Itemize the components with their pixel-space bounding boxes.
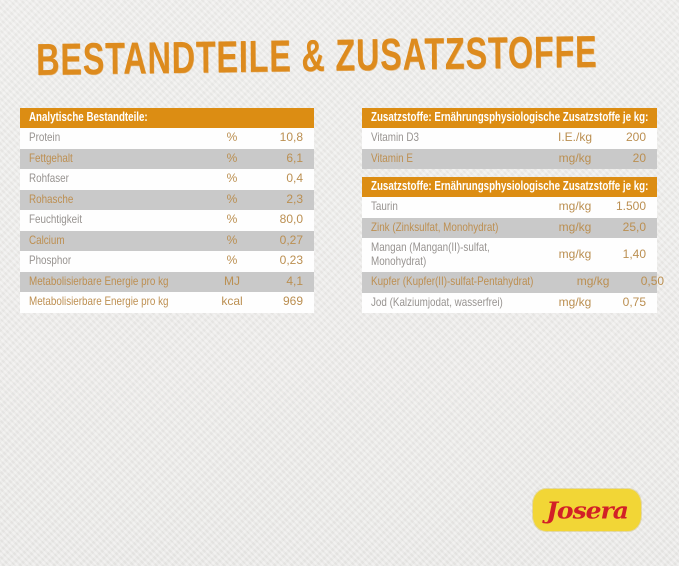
row-value: 4,1 xyxy=(286,273,303,288)
table-row: Metabolisierbare Energie pro kg MJ 4,1 xyxy=(20,271,314,292)
row-unit: % xyxy=(226,212,238,226)
row-value: 25,0 xyxy=(622,219,646,234)
row-unit: mg/kg xyxy=(558,294,592,309)
additives-tables: Zusatzstoffe: Ernährungsphysiologische Z… xyxy=(362,108,664,313)
row-value: 1,40 xyxy=(622,246,646,261)
row-unit: % xyxy=(226,191,238,206)
table-row: Fettgehalt % 6,1 xyxy=(20,148,314,169)
table-row: Rohfaser % 0,4 xyxy=(20,169,314,190)
row-unit: mg/kg xyxy=(558,246,592,261)
table-row: Vitamin E mg/kg 20 xyxy=(362,148,657,169)
row-unit: kcal xyxy=(221,294,243,308)
row-unit: mg/kg xyxy=(558,199,592,213)
table-row: Jod (Kalziumjodat, wasserfrei) mg/kg 0,7… xyxy=(362,292,657,313)
row-value: 2,3 xyxy=(286,191,303,206)
row-unit: I.E./kg xyxy=(557,130,592,144)
row-label: Rohfaser xyxy=(29,171,69,185)
table-row: Metabolisierbare Energie pro kg kcal 969 xyxy=(20,292,314,313)
row-value: 0,23 xyxy=(279,253,303,267)
additives-table-1: Zusatzstoffe: Ernährungsphysiologische Z… xyxy=(362,108,657,169)
row-label: Protein xyxy=(29,130,61,144)
additives-table-1-header: Zusatzstoffe: Ernährungsphysiologische Z… xyxy=(362,108,657,128)
table-row: Mangan (Mangan(II)-sulfat, Monohydrat) m… xyxy=(362,238,657,272)
table-row: Kupfer (Kupfer(II)-sulfat-Pentahydrat) m… xyxy=(362,272,664,293)
row-label: Vitamin D3 xyxy=(371,130,419,144)
row-value: 0,27 xyxy=(279,232,303,247)
row-unit: % xyxy=(226,150,238,165)
row-label: Phosphor xyxy=(29,253,72,267)
row-unit: mg/kg xyxy=(558,150,592,165)
table-row: Vitamin D3 I.E./kg 200 xyxy=(362,128,657,149)
page-title: BESTANDTEILE & ZUSATZSTOFFE xyxy=(36,27,598,86)
row-value: 80,0 xyxy=(279,212,303,226)
row-value: 0,50 xyxy=(640,274,665,288)
row-label: Metabolisierbare Energie pro kg xyxy=(29,294,169,308)
additives-table-1-header-label: Zusatzstoffe: Ernährungsphysiologische Z… xyxy=(371,110,649,124)
analytics-table: Analytische Bestandteile: Protein % 10,8… xyxy=(20,108,314,313)
analytics-table-header: Analytische Bestandteile: xyxy=(20,108,314,128)
row-value: 6,1 xyxy=(286,150,303,165)
row-unit: % xyxy=(226,253,238,267)
row-unit: mg/kg xyxy=(576,274,610,288)
josera-logo-text: Josera xyxy=(546,496,629,524)
row-label: Kupfer (Kupfer(II)-sulfat-Pentahydrat) xyxy=(371,274,534,288)
table-row: Feuchtigkeit % 80,0 xyxy=(20,210,314,231)
row-value: 10,8 xyxy=(279,130,303,144)
additives-table-2: Zusatzstoffe: Ernährungsphysiologische Z… xyxy=(362,177,664,313)
row-label: Rohasche xyxy=(29,191,74,206)
row-label: Zink (Zinksulfat, Monohydrat) xyxy=(371,219,499,234)
row-unit: mg/kg xyxy=(558,219,592,234)
table-row: Protein % 10,8 xyxy=(20,128,314,149)
row-label: Mangan (Mangan(II)-sulfat, Monohydrat) xyxy=(371,240,490,268)
row-value: 0,4 xyxy=(286,171,303,185)
row-value: 0,75 xyxy=(622,294,646,309)
row-value: 20 xyxy=(632,150,646,165)
additives-table-2-header: Zusatzstoffe: Ernährungsphysiologische Z… xyxy=(362,177,657,197)
table-row: Zink (Zinksulfat, Monohydrat) mg/kg 25,0 xyxy=(362,217,657,238)
table-row: Phosphor % 0,23 xyxy=(20,251,314,272)
row-label: Calcium xyxy=(29,232,65,247)
row-value: 969 xyxy=(282,294,303,308)
table-row: Calcium % 0,27 xyxy=(20,230,314,251)
row-label: Taurin xyxy=(371,199,398,213)
row-label: Fettgehalt xyxy=(29,150,73,165)
josera-logo: Josera xyxy=(533,489,641,531)
row-value: 200 xyxy=(625,130,646,144)
analytics-table-header-label: Analytische Bestandteile: xyxy=(29,110,148,124)
row-label: Jod (Kalziumjodat, wasserfrei) xyxy=(371,294,503,309)
row-unit: % xyxy=(226,171,238,185)
table-row: Rohasche % 2,3 xyxy=(20,189,314,210)
row-label: Metabolisierbare Energie pro kg xyxy=(29,273,169,288)
row-unit: % xyxy=(226,232,238,247)
row-label: Vitamin E xyxy=(371,150,413,165)
row-label: Feuchtigkeit xyxy=(29,212,83,226)
row-unit: MJ xyxy=(224,273,240,288)
table-row: Taurin mg/kg 1.500 xyxy=(362,197,657,218)
row-unit: % xyxy=(226,130,238,144)
row-value: 1.500 xyxy=(615,199,646,213)
additives-table-2-header-label: Zusatzstoffe: Ernährungsphysiologische Z… xyxy=(371,179,649,193)
